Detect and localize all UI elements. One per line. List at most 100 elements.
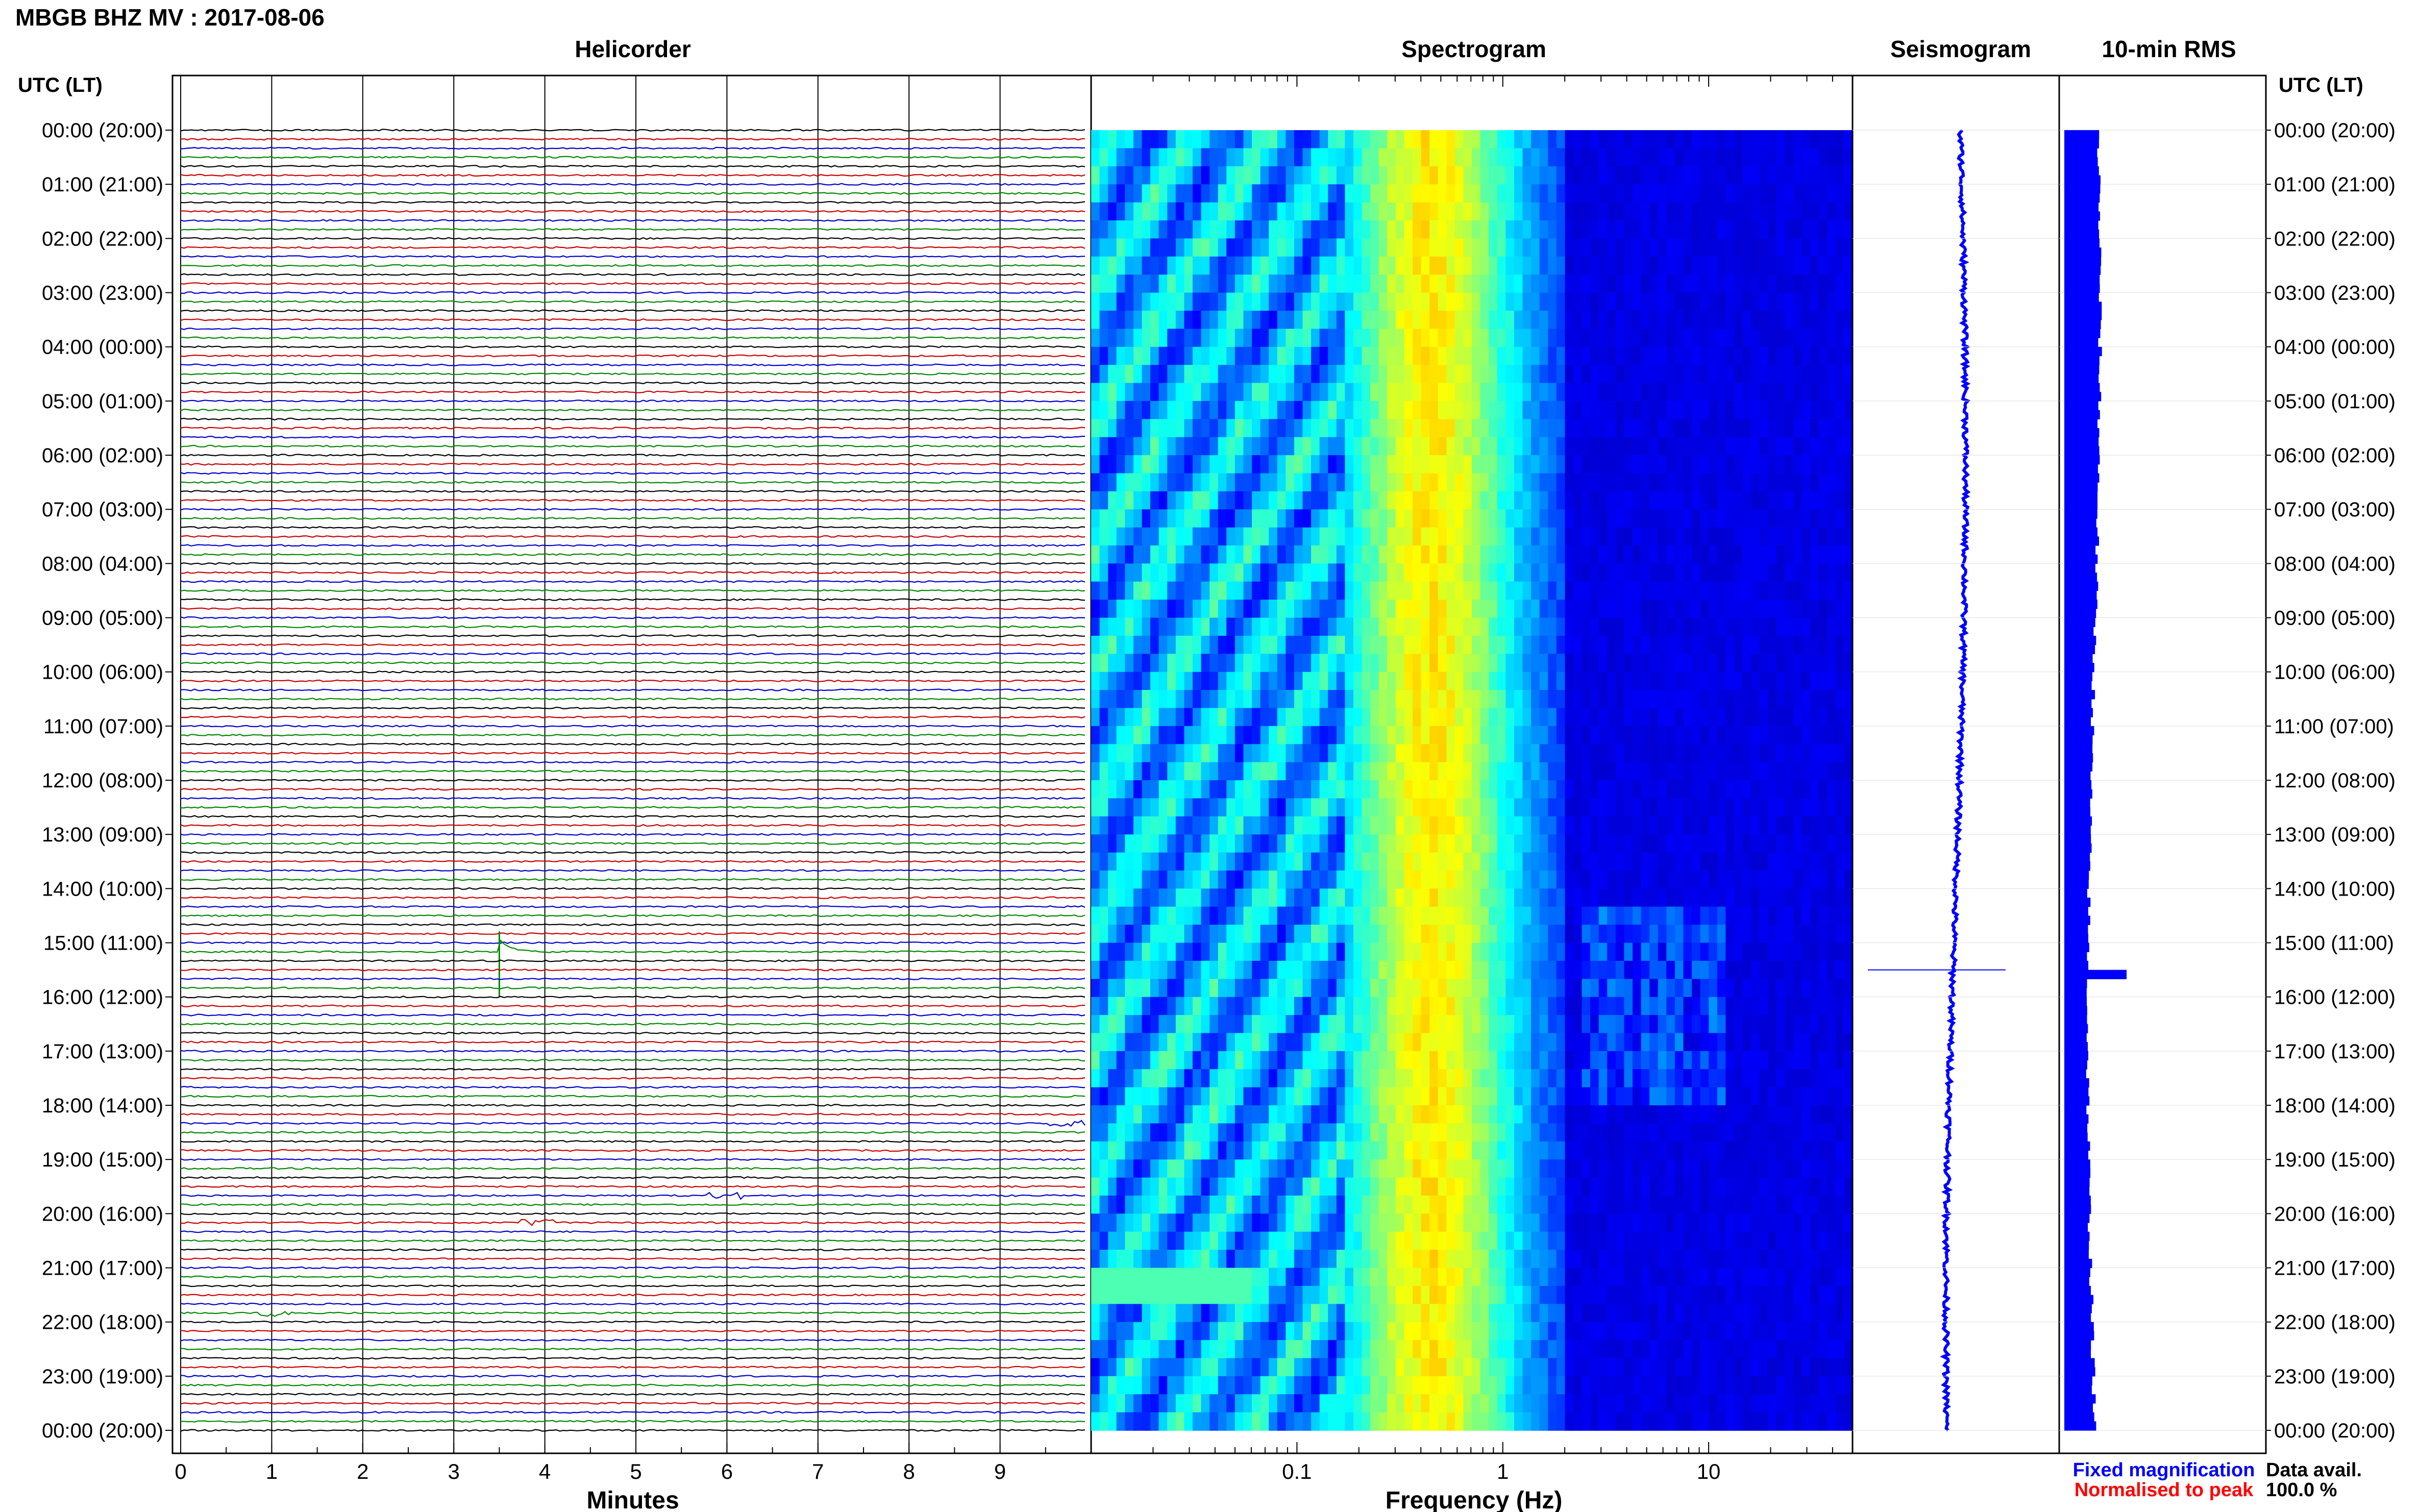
spectrogram-cell xyxy=(1454,852,1464,871)
spectrogram-cell xyxy=(1413,834,1422,853)
spectrogram-cell xyxy=(1615,545,1625,564)
spectrogram-cell xyxy=(1413,654,1422,673)
spectrogram-cell xyxy=(1370,329,1379,348)
spectrogram-cell xyxy=(1192,654,1202,673)
spectrogram-cell xyxy=(1674,906,1684,925)
spectrogram-cell xyxy=(1505,1051,1515,1070)
spectrogram-cell xyxy=(1844,202,1853,221)
spectrogram-cell xyxy=(1294,1051,1303,1070)
spectrogram-cell xyxy=(1192,275,1202,293)
spectrogram-cell xyxy=(1218,943,1227,961)
spectrogram-cell xyxy=(1641,997,1650,1015)
spectrogram-cell xyxy=(1531,780,1540,799)
spectrogram-cell xyxy=(1590,491,1599,510)
spectrogram-cell xyxy=(1345,310,1354,330)
spectrogram-cell xyxy=(1514,960,1523,980)
spectrogram-cell xyxy=(1116,635,1126,655)
spectrogram-cell xyxy=(1548,563,1557,582)
spectrogram-cell xyxy=(1624,419,1633,438)
spectrogram-cell xyxy=(1785,148,1794,167)
spectrogram-cell xyxy=(1116,708,1126,727)
spectrogram-cell xyxy=(1776,600,1786,618)
spectrogram-cell xyxy=(1336,148,1346,167)
spectrogram-cell xyxy=(1125,600,1134,618)
spectrogram-cell xyxy=(1108,1087,1117,1106)
spectrogram-cell xyxy=(1463,383,1472,402)
spectrogram-cell xyxy=(1133,184,1143,203)
spectrogram-cell xyxy=(1133,852,1143,871)
spectrogram-cell xyxy=(1505,798,1515,817)
spectrogram-cell xyxy=(1158,401,1168,419)
spectrogram-cell xyxy=(1429,545,1439,564)
spectrogram-cell xyxy=(1835,834,1845,853)
spectrogram-cell xyxy=(1590,635,1599,655)
spectrogram-cell xyxy=(1539,527,1548,546)
spectrogram-cell xyxy=(1658,166,1667,185)
spectrogram-cell xyxy=(1674,292,1684,311)
spectrogram-cell xyxy=(1793,780,1803,799)
spectrogram-cell xyxy=(1607,1015,1616,1034)
spectrogram-cell xyxy=(1742,166,1751,185)
spectrogram-cell xyxy=(1269,545,1278,564)
spectrogram-cell xyxy=(1192,617,1202,636)
spectrogram-cell xyxy=(1413,292,1422,311)
spectrogram-cell xyxy=(1835,943,1845,961)
spectrogram-cell xyxy=(1658,654,1667,673)
spectrogram-cell xyxy=(1336,581,1346,600)
spectrogram-cell xyxy=(1454,220,1464,239)
spectrogram-cell xyxy=(1548,292,1557,311)
spectrogram-cell xyxy=(1582,600,1591,618)
spectrogram-cell xyxy=(1556,762,1566,781)
spectrogram-cell xyxy=(1108,888,1117,907)
spectrogram-cell xyxy=(1556,473,1566,492)
spectrogram-cell xyxy=(1302,762,1312,781)
spectrogram-cell xyxy=(1446,509,1455,528)
spectrogram-cell xyxy=(1328,943,1337,961)
spectrogram-cell xyxy=(1801,473,1811,492)
spectrogram-cell xyxy=(1125,310,1134,330)
spectrogram-cell xyxy=(1641,888,1650,907)
spectrogram-cell xyxy=(1454,401,1464,419)
spectrogram-cell xyxy=(1336,473,1346,492)
spectrogram-cell xyxy=(1421,906,1430,925)
spectrogram-cell xyxy=(1091,419,1100,438)
spectrogram-cell xyxy=(1793,726,1803,745)
spectrogram-cell xyxy=(1446,401,1455,419)
spectrogram-cell xyxy=(1573,672,1583,690)
spectrogram-cell xyxy=(1378,527,1388,546)
spectrogram-cell xyxy=(1666,329,1675,348)
spectrogram-cell xyxy=(1666,220,1675,239)
helicorder-x-tick-label: 6 xyxy=(721,1459,733,1483)
spectrogram-cell xyxy=(1235,365,1244,384)
spectrogram-cell xyxy=(1328,762,1337,781)
spectrogram-cell xyxy=(1844,220,1853,239)
spectrogram-cell xyxy=(1454,130,1464,149)
spectrogram-cell xyxy=(1607,816,1616,835)
spectrogram-cell xyxy=(1633,166,1642,185)
spectrogram-cell xyxy=(1565,473,1574,492)
spectrogram-cell xyxy=(1556,1069,1566,1088)
spectrogram-cell xyxy=(1480,997,1489,1015)
spectrogram-cell xyxy=(1489,310,1498,330)
spectrogram-cell xyxy=(1818,365,1828,384)
spectrogram-cell xyxy=(1387,401,1396,419)
spectrogram-cell xyxy=(1522,906,1532,925)
spectrogram-cell xyxy=(1108,563,1117,582)
spectrogram-cell xyxy=(1421,202,1430,221)
spectrogram-cell xyxy=(1252,473,1261,492)
spectrogram-cell xyxy=(1497,346,1507,365)
spectrogram-cell xyxy=(1269,726,1278,745)
spectrogram-cell xyxy=(1269,1069,1278,1088)
spectrogram-cell xyxy=(1311,744,1320,763)
spectrogram-cell xyxy=(1624,798,1633,817)
spectrogram-cell xyxy=(1674,888,1684,907)
spectrogram-cell xyxy=(1150,816,1159,835)
spectrogram-cell xyxy=(1810,545,1819,564)
spectrogram-cell xyxy=(1573,834,1583,853)
spectrogram-cell xyxy=(1336,419,1346,438)
spectrogram-cell xyxy=(1142,834,1151,853)
helicorder-trace-126 xyxy=(180,1266,1085,1270)
spectrogram-cell xyxy=(1472,726,1481,745)
spectrogram-cell xyxy=(1286,726,1295,745)
spectrogram-cell xyxy=(1472,130,1481,149)
